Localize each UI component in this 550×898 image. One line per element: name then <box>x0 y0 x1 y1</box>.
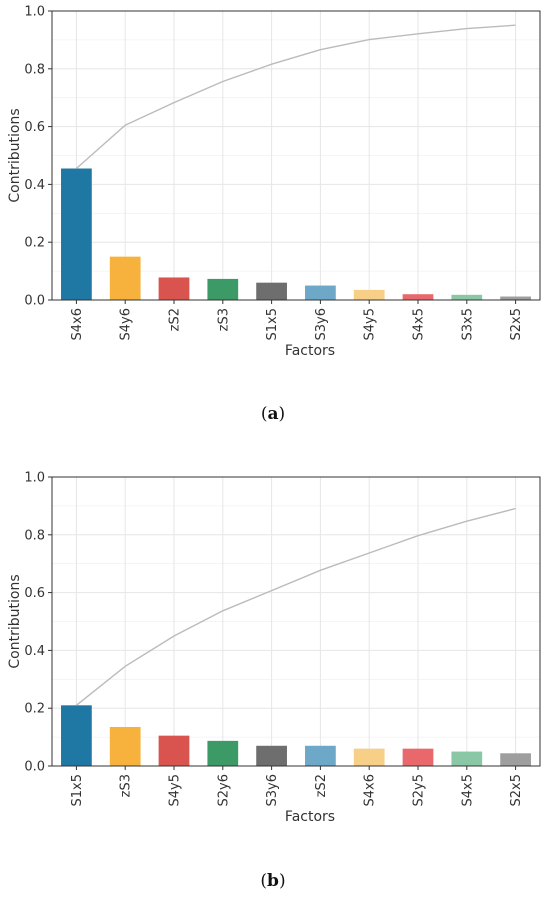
bar-s1x5 <box>256 282 287 300</box>
y-tick-label: 0.0 <box>24 760 45 775</box>
y-tick-label: 0.8 <box>24 528 45 543</box>
bar-s2y6 <box>207 740 239 766</box>
x-axis-title: Factors <box>285 343 335 359</box>
y-axis-title: Contributions <box>7 108 23 202</box>
y-tick-label: 0.6 <box>24 586 45 601</box>
bar-s3y6 <box>256 745 287 766</box>
bar-s4x6 <box>61 168 92 300</box>
x-tick-label-zs3: zS3 <box>119 774 134 797</box>
x-tick-label-zs3: zS3 <box>216 308 231 331</box>
bar-s4x5 <box>402 294 434 300</box>
x-tick-label-s3y6: S3y6 <box>265 774 280 807</box>
x-tick-label-s4x6: S4x6 <box>70 308 85 341</box>
panel-label: (b) <box>260 871 285 891</box>
bar-s4y6 <box>109 256 141 300</box>
bar-s2x5 <box>500 296 531 300</box>
x-tick-label-s4x6: S4x6 <box>363 774 378 807</box>
bar-s4y5 <box>353 289 385 300</box>
x-tick-label-s1x5: S1x5 <box>265 308 280 341</box>
x-tick-label-zs2: zS2 <box>168 308 183 331</box>
y-tick-label: 0.2 <box>24 236 45 251</box>
y-tick-label: 1.0 <box>24 5 45 20</box>
y-tick-label: 0.6 <box>24 120 45 135</box>
bar-s1x5 <box>61 705 92 766</box>
cumulative-line <box>75 507 516 706</box>
x-axis-title: Factors <box>285 809 335 825</box>
x-tick-label-s4y6: S4y6 <box>119 308 134 341</box>
plot-frame <box>51 10 541 301</box>
x-tick-label-s2y6: S2y6 <box>216 774 231 807</box>
y-tick-label: 0.2 <box>24 702 45 717</box>
bar-zs3 <box>207 278 239 300</box>
bar-zs2 <box>158 277 190 300</box>
x-tick-label-s1x5: S1x5 <box>70 774 85 807</box>
bar-zs3 <box>109 726 141 766</box>
plot-frame <box>51 476 541 767</box>
bar-s4y5 <box>158 735 190 766</box>
x-tick-label-s2x5: S2x5 <box>509 774 524 807</box>
x-tick-label-s4y5: S4y5 <box>168 774 183 807</box>
x-tick-label-s3y6: S3y6 <box>314 308 329 341</box>
chart-panel-a: 0.0 0.2 0.4 0.6 0.8 1.0 S4x6 S4y6 zS2 zS3 S1x5 S3y6… <box>7 5 541 424</box>
bar-s4x6 <box>353 748 385 766</box>
y-tick-label: 0.0 <box>24 294 45 309</box>
bar-s4x5 <box>451 751 483 766</box>
cumulative-line <box>75 24 516 170</box>
x-tick-label-s4x5: S4x5 <box>460 774 475 807</box>
y-tick-label: 1.0 <box>24 471 45 486</box>
panel-label: (a) <box>261 404 285 424</box>
x-tick-label-s4x5: S4x5 <box>412 308 427 341</box>
x-tick-label-s2y5: S2y5 <box>412 774 427 807</box>
y-axis-title: Contributions <box>7 574 23 668</box>
bar-s2x5 <box>500 753 531 766</box>
y-tick-label: 0.4 <box>24 644 45 659</box>
chart-panel-b: 0.0 0.2 0.4 0.6 0.8 1.0 S1x5 zS3 S4y5 S2y6 S3y6 zS2… <box>7 471 541 891</box>
bar-s3x5 <box>451 294 483 300</box>
y-tick-label: 0.8 <box>24 62 45 77</box>
y-tick-label: 0.4 <box>24 178 45 193</box>
bar-s3y6 <box>305 285 336 300</box>
bar-zs2 <box>305 745 336 766</box>
x-tick-label-s2x5: S2x5 <box>509 308 524 341</box>
x-tick-label-zs2: zS2 <box>314 774 329 797</box>
bar-s2y5 <box>402 748 434 766</box>
x-tick-label-s4y5: S4y5 <box>363 308 378 341</box>
x-tick-label-s3x5: S3x5 <box>460 308 475 341</box>
